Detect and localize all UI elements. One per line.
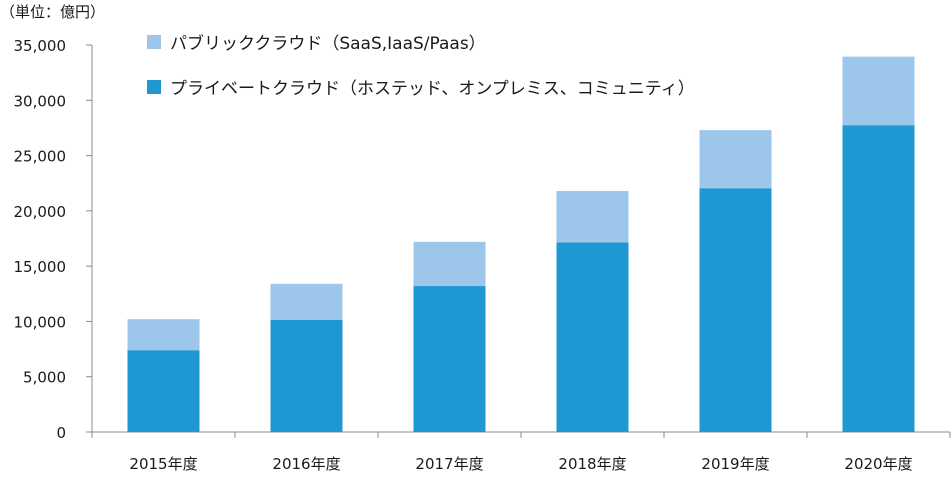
bar-public-2 [270,283,343,320]
x-tick-label: 2016年度 [272,455,340,473]
y-tick-label: 0 [56,424,66,442]
bar-private-4 [556,242,629,432]
y-tick-label: 15,000 [14,258,67,276]
y-tick-label: 30,000 [14,92,67,110]
legend-label-private: プライベートクラウド（ホステッド、オンプレミス、コミュニティ） [170,79,695,99]
bar-private-6 [842,125,915,433]
y-tick-label: 20,000 [14,203,67,221]
legend-label-public: パブリッククラウド（SaaS,IaaS/Paas） [170,33,486,54]
bar-public-4 [556,190,629,243]
bar-private-3 [413,286,486,432]
x-tick-label: 2018年度 [558,455,626,473]
y-tick-label: 25,000 [14,148,67,166]
x-tick-label: 2015年度 [129,455,197,473]
y-tick-label: 35,000 [14,37,67,55]
x-tick-label: 2017年度 [415,455,483,473]
x-tick-label: 2020年度 [844,455,912,473]
x-tick-label: 2019年度 [701,455,769,473]
bar-private-5 [699,188,772,432]
bar-public-3 [413,241,486,287]
legend-swatch-private [147,80,161,94]
bar-public-6 [842,56,915,126]
bar-private-2 [270,319,343,432]
y-tick-label: 10,000 [14,313,67,331]
y-tick-label: 5,000 [23,369,66,387]
legend: パブリッククラウド（SaaS,IaaS/Paas） プライベートクラウド（ホステッ… [147,33,695,99]
bars [127,56,915,433]
axes: 0 5,000 10,000 15,000 20,000 25,000 30,000 35,0… [14,37,951,473]
unit-label: （単位：億円） [0,3,105,21]
bar-public-5 [699,130,772,189]
legend-swatch-public [147,35,161,49]
bar-public-1 [127,319,200,351]
bar-private-1 [127,350,200,432]
